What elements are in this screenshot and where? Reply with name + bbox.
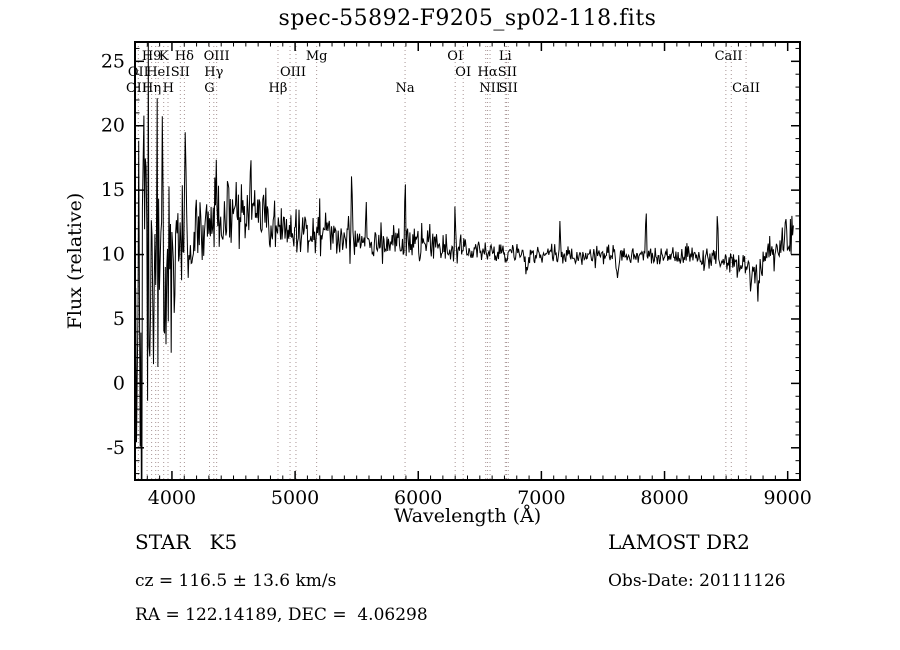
line-label: SII	[171, 65, 190, 80]
y-tick-label: 20	[101, 115, 125, 137]
y-tick-label: 25	[101, 50, 125, 72]
line-label: Hβ	[269, 81, 288, 96]
line-label: Mg	[306, 49, 328, 64]
x-tick-label: 5000	[271, 487, 319, 509]
line-label: NII	[479, 81, 501, 96]
x-tick-label: 6000	[394, 487, 442, 509]
line-label: K	[159, 49, 169, 64]
line-label: G	[204, 81, 214, 96]
line-label: CaII	[715, 49, 743, 64]
line-label: H	[163, 81, 174, 96]
tick-labels: 4000 5000 6000 7000 8000 9000 -5 0 5 10 15 20 25	[101, 50, 812, 509]
x-tick-label: 9000	[764, 487, 812, 509]
y-tick-label: 5	[113, 308, 125, 330]
y-tick-label: -5	[106, 437, 125, 459]
spectral-line-markers	[137, 42, 747, 480]
survey-label: LAMOST DR2	[608, 530, 750, 554]
line-label: Hδ	[175, 49, 194, 64]
cz-value: cz = 116.5 ± 13.6 km/s	[135, 571, 337, 591]
line-label: SII	[499, 81, 518, 96]
axis-ticks	[134, 42, 801, 480]
line-label: Hγ	[204, 65, 223, 80]
x-tick-label: 7000	[517, 487, 565, 509]
line-label: CaII	[732, 81, 760, 96]
y-tick-label: 10	[101, 244, 125, 266]
y-tick-label: 15	[101, 179, 125, 201]
x-axis-label: Wavelength (Å)	[393, 505, 542, 527]
line-label: Hη	[142, 81, 161, 96]
line-label: OIII	[204, 49, 230, 64]
line-label: OII	[126, 81, 147, 96]
line-label: SII	[498, 65, 517, 80]
line-label: OII	[128, 65, 149, 80]
plot-title: spec-55892-F9205_sp02-118.fits	[278, 6, 657, 31]
line-label: HeI	[146, 65, 170, 80]
y-tick-label: 0	[113, 372, 125, 394]
line-label: OI	[455, 65, 471, 80]
line-label: OI	[447, 49, 463, 64]
spectrum-line	[135, 42, 794, 480]
x-tick-label: 4000	[148, 487, 196, 509]
line-label: Na	[395, 81, 414, 96]
y-axis-label: Flux (relative)	[64, 192, 86, 330]
line-label: Hα	[478, 65, 498, 80]
line-label: OIII	[280, 65, 306, 80]
classification-label: STAR K5	[135, 530, 238, 554]
line-label: H9	[142, 49, 162, 64]
line-label: Li	[499, 49, 512, 64]
ra-dec: RA = 122.14189, DEC = 4.06298	[135, 605, 428, 625]
obs-date: Obs-Date: 20111126	[608, 571, 786, 591]
x-tick-label: 8000	[640, 487, 688, 509]
